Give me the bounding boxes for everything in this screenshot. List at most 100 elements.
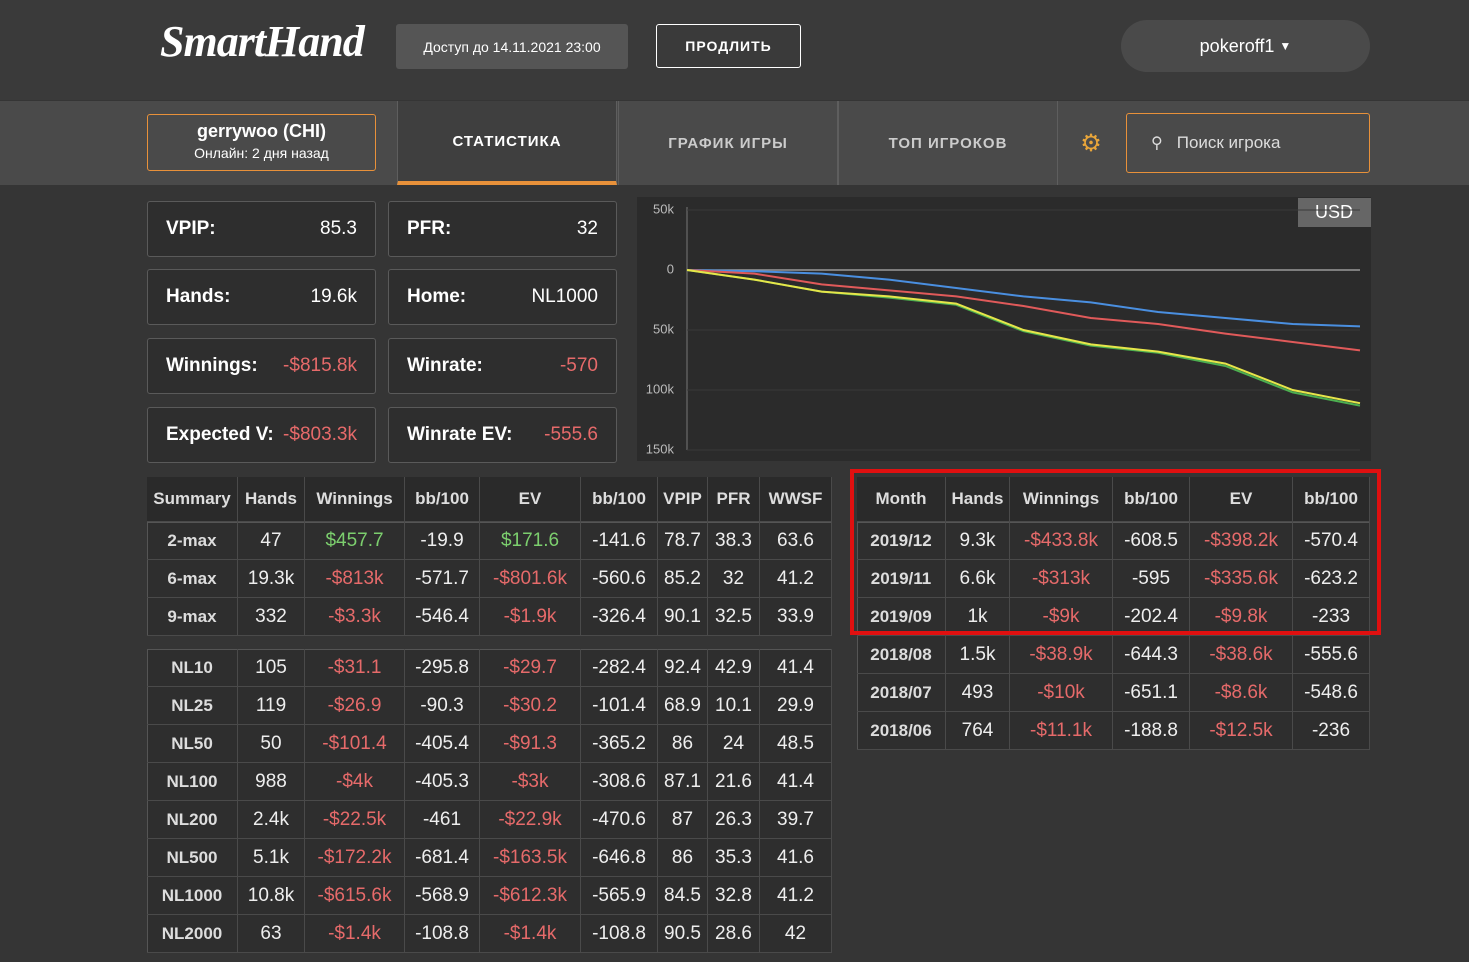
- table-cell: -90.3: [405, 687, 480, 725]
- table-cell: 78.7: [658, 522, 708, 560]
- table-cell: 41.2: [760, 560, 832, 598]
- table-cell: -$10k: [1010, 674, 1113, 712]
- table-header: Hands: [238, 477, 305, 522]
- line-series: [686, 269, 1361, 328]
- line-series: [686, 269, 1361, 352]
- table-cell: 85.2: [658, 560, 708, 598]
- table-cell: -108.8: [581, 915, 658, 953]
- table-header: Hands: [946, 477, 1010, 522]
- table-cell: -555.6: [1293, 636, 1370, 674]
- user-menu[interactable]: pokeroff1 ▼: [1121, 20, 1370, 72]
- table-header: Summary: [147, 477, 238, 522]
- table-cell: -$3k: [480, 763, 581, 801]
- settings-icon[interactable]: ⚙: [1080, 129, 1102, 157]
- row-label: 2-max: [147, 522, 238, 560]
- table-cell: 1.5k: [946, 636, 1010, 674]
- player-name: gerrywoo (CHI): [196, 121, 326, 141]
- line-series: [686, 269, 1361, 405]
- table-cell: -608.5: [1113, 522, 1190, 560]
- table-cell: -$313k: [1010, 560, 1113, 598]
- row-label: NL500: [147, 839, 238, 877]
- table-cell: 105: [238, 649, 305, 687]
- stat-value: -555.6: [544, 424, 598, 445]
- table-cell: 764: [946, 712, 1010, 750]
- table-cell: -570.4: [1293, 522, 1370, 560]
- table-cell: -$38.6k: [1190, 636, 1293, 674]
- table-cell: 10.1: [708, 687, 760, 725]
- player-box: gerrywoo (CHI) Онлайн: 2 дня назад: [147, 114, 376, 171]
- user-name: pokeroff1: [1199, 35, 1275, 56]
- nav-bar: [0, 101, 1469, 185]
- y-tick-label: 150k: [646, 441, 675, 456]
- table-cell: 86: [658, 725, 708, 763]
- row-label: NL10: [147, 649, 238, 687]
- table-cell: -101.4: [581, 687, 658, 725]
- table-cell: -565.9: [581, 877, 658, 915]
- table-cell: 5.1k: [238, 839, 305, 877]
- logo[interactable]: SmartHand: [160, 17, 365, 66]
- table-cell: -$12.5k: [1190, 712, 1293, 750]
- table-header: bb/100: [581, 477, 658, 522]
- search-icon: ⚲: [1151, 135, 1163, 152]
- table-cell: 92.4: [658, 649, 708, 687]
- table-cell: 87.1: [658, 763, 708, 801]
- renew-button[interactable]: ПРОДЛИТЬ: [656, 24, 801, 68]
- highlight-box: [850, 469, 1381, 635]
- row-label: 2019/11: [857, 560, 946, 598]
- table-cell: -295.8: [405, 649, 480, 687]
- table-cell: 63.6: [760, 522, 832, 560]
- stat-label: Winrate EV:: [407, 424, 513, 445]
- table-cell: -$30.2: [480, 687, 581, 725]
- table-cell: -108.8: [405, 915, 480, 953]
- chart-bg: [637, 197, 1371, 461]
- search-box[interactable]: ⚲ Поиск игрока: [1126, 113, 1370, 173]
- stat-card: Home: NL1000: [388, 269, 617, 325]
- table-cell: 26.3: [708, 801, 760, 839]
- table-cell: -$4k: [305, 763, 405, 801]
- table-cell: -$1.4k: [305, 915, 405, 953]
- stat-value: -570: [559, 355, 598, 376]
- table-cell: -644.3: [1113, 636, 1190, 674]
- table-cell: 41.4: [760, 763, 832, 801]
- table-cell: 1k: [946, 598, 1010, 636]
- table-cell: 47: [238, 522, 305, 560]
- table-cell: 19.3k: [238, 560, 305, 598]
- tab[interactable]: ТОП ИГРОКОВ: [838, 101, 1058, 185]
- table-cell: 32: [708, 560, 760, 598]
- row-label: NL100: [147, 763, 238, 801]
- stat-card: VPIP: 85.3: [147, 201, 376, 257]
- stat-label: Winnings:: [166, 355, 258, 376]
- stat-card: Winrate EV: -555.6: [388, 407, 617, 463]
- table-cell: -308.6: [581, 763, 658, 801]
- table-cell: 493: [946, 674, 1010, 712]
- y-tick-label: 0: [667, 261, 674, 276]
- table-cell: 35.3: [708, 839, 760, 877]
- table-cell: -$172.2k: [305, 839, 405, 877]
- table-cell: 32.8: [708, 877, 760, 915]
- row-label: NL1000: [147, 877, 238, 915]
- table-cell: 6.6k: [946, 560, 1010, 598]
- caret: ▼: [1279, 39, 1292, 53]
- table-cell: -623.2: [1293, 560, 1370, 598]
- table-cell: -646.8: [581, 839, 658, 877]
- table-cell: -405.3: [405, 763, 480, 801]
- table-cell: -$801.6k: [480, 560, 581, 598]
- table-cell: -141.6: [581, 522, 658, 560]
- stat-label: Home:: [407, 286, 467, 307]
- row-label: 2018/08: [857, 636, 946, 674]
- tab[interactable]: СТАТИСТИКА: [397, 101, 617, 185]
- tab[interactable]: ГРАФИК ИГРЫ: [618, 101, 838, 185]
- stat-value: 19.6k: [310, 286, 357, 307]
- table-body: [147, 649, 832, 953]
- table-cell: 87: [658, 801, 708, 839]
- table-cell: -202.4: [1113, 598, 1190, 636]
- table-header: bb/100: [1293, 477, 1370, 522]
- table-cell: 33.9: [760, 598, 832, 636]
- table-cell: -$3.3k: [305, 598, 405, 636]
- table-cell: -568.9: [405, 877, 480, 915]
- table-cell: -$615.6k: [305, 877, 405, 915]
- table-cell: -571.7: [405, 560, 480, 598]
- row-label: 2018/06: [857, 712, 946, 750]
- table-cell: -$612.3k: [480, 877, 581, 915]
- table-cell: -$433.8k: [1010, 522, 1113, 560]
